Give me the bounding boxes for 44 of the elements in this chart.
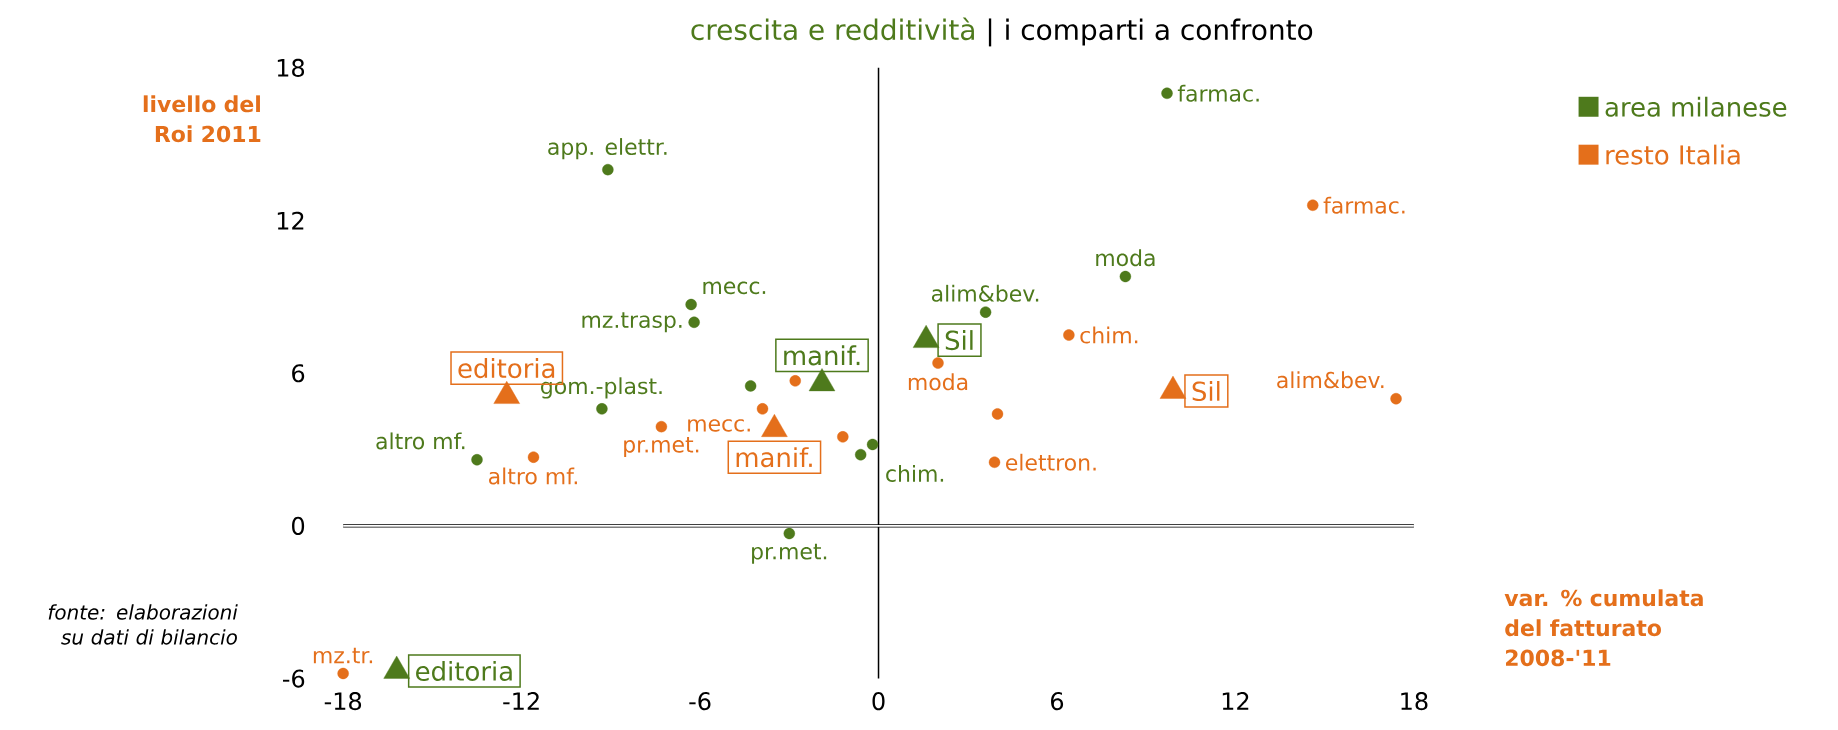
data-label: pr.met. — [624, 436, 699, 457]
data-label: Sil — [945, 329, 973, 350]
data-label: app. elettr. — [548, 137, 667, 160]
data-label: manif. — [784, 345, 860, 366]
x-tick-label: 12 — [1222, 691, 1249, 710]
chart-subtitle: | i comparti a confronto — [988, 18, 1313, 47]
data-label: alim&bev. — [931, 284, 1039, 302]
x-tick-label: -12 — [503, 691, 539, 710]
y-tick-label: 0 — [292, 516, 305, 535]
x-tick-label: 18 — [1401, 691, 1428, 710]
data-label: editoria — [458, 357, 555, 378]
y-tick-label: 18 — [277, 58, 305, 77]
data-label: mz.tr. — [313, 647, 373, 663]
data-label: altro mf. — [489, 467, 577, 485]
data-label: elettron. — [1006, 453, 1096, 471]
y-tick-label: 6 — [292, 363, 305, 383]
x-tick-label: 6 — [1051, 691, 1064, 710]
data-label: chim. — [886, 464, 944, 482]
data-label: moda — [1096, 248, 1155, 266]
data-label: moda — [908, 373, 968, 391]
data-label: alim&bev. — [1277, 371, 1384, 389]
y-axis-title: livello del Roi 2011 — [143, 95, 261, 143]
data-label: manif. — [736, 446, 812, 467]
data-label: farmac. — [1323, 196, 1405, 214]
data-label: mz.trasp. — [582, 312, 682, 333]
data-label: mecc. — [703, 281, 766, 294]
legend-label: resto Italia — [1606, 144, 1740, 165]
legend-label: area milanese — [1605, 96, 1787, 117]
source-note: fonte: elaborazioni su dati di bilancio — [48, 604, 238, 645]
x-tick-label: 0 — [872, 691, 885, 710]
data-label: chim. — [1080, 326, 1138, 344]
data-label: mecc. — [688, 418, 750, 432]
data-label: gom.-plast. — [541, 377, 662, 399]
x-tick-label: -18 — [324, 691, 362, 710]
data-label: altro mf. — [376, 432, 465, 450]
x-tick-label: -6 — [689, 691, 711, 710]
x-axis-title: var. % cumulata del fatturato 2008-'11 — [1504, 589, 1703, 666]
data-label: Sil — [1192, 380, 1220, 401]
data-label: farmac. — [1177, 84, 1259, 102]
y-tick-label: -6 — [282, 669, 305, 688]
data-label: pr.met. — [752, 543, 827, 564]
y-tick-label: 12 — [277, 211, 304, 230]
data-label: editoria — [416, 660, 512, 681]
chart-title: crescita e redditività — [691, 17, 974, 40]
